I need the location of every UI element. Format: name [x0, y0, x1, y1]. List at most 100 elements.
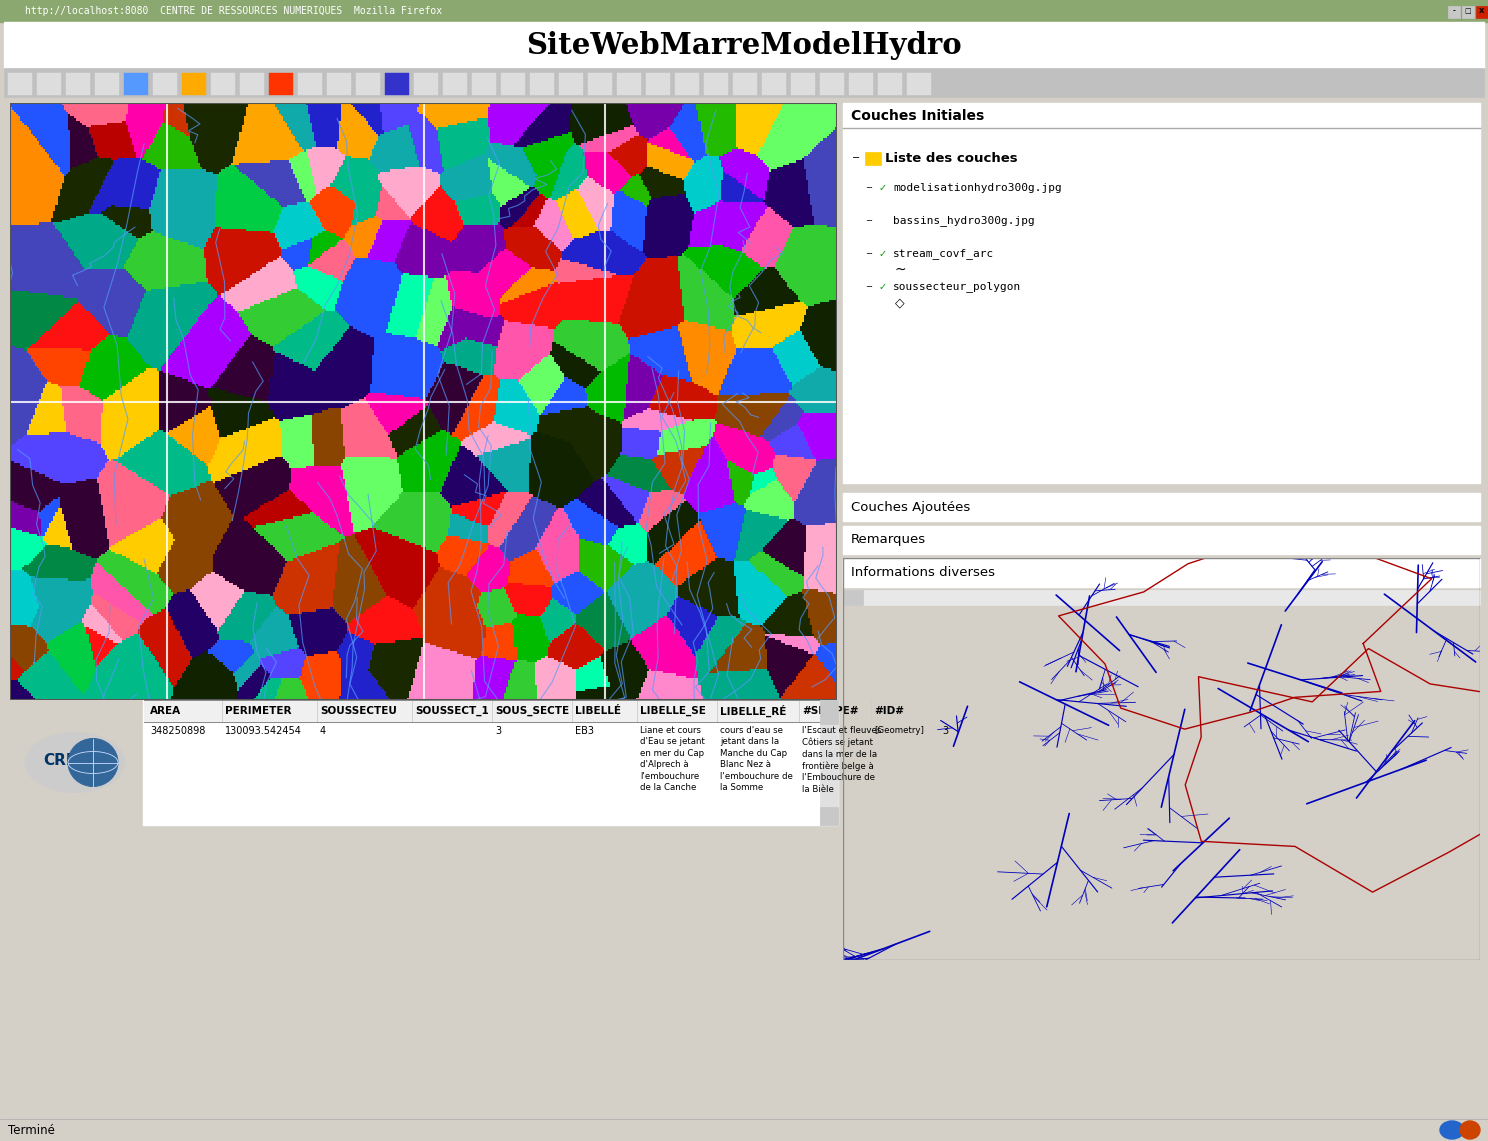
Bar [792, 73, 815, 95]
Bar [588, 73, 612, 95]
Text: #ID#: #ID# [873, 706, 905, 717]
Bar [844, 590, 863, 605]
Ellipse shape [25, 733, 125, 793]
Bar [385, 73, 409, 95]
Ellipse shape [68, 738, 118, 786]
Bar [4, 68, 1484, 98]
Text: SOUSSECTEU: SOUSSECTEU [320, 706, 397, 717]
Ellipse shape [1460, 1120, 1481, 1139]
Text: LIBELLE_SE: LIBELLE_SE [640, 706, 705, 717]
Bar [844, 526, 1481, 555]
Bar [820, 807, 838, 825]
Text: 3: 3 [496, 726, 501, 736]
Text: □: □ [1464, 8, 1472, 14]
Bar [7, 73, 33, 95]
Bar [4, 22, 1484, 68]
Bar [865, 283, 873, 292]
Text: Liste des couches: Liste des couches [885, 152, 1018, 164]
Text: Informations diverses: Informations diverses [851, 566, 995, 580]
Text: http://localhost:8080  CENTRE DE RESSOURCES NUMERIQUES  Mozilla Firefox: http://localhost:8080 CENTRE DE RESSOURC… [25, 6, 442, 16]
Bar [865, 250, 873, 259]
Text: 3: 3 [942, 726, 948, 736]
Text: SOUS_SECTE: SOUS_SECTE [496, 706, 568, 717]
Bar [153, 73, 177, 95]
Bar [240, 73, 263, 95]
Bar [850, 73, 873, 95]
Text: -: - [1452, 8, 1455, 14]
Text: Remarques: Remarques [851, 534, 926, 547]
Bar [0, 1119, 1488, 1141]
Text: 4: 4 [320, 726, 326, 736]
Bar [851, 154, 862, 164]
Text: bassins_hydro300g.jpg: bassins_hydro300g.jpg [893, 216, 1034, 226]
Text: PERIMETER: PERIMETER [225, 706, 292, 717]
Text: l'Escaut et fleuves
Côtiers se jetant
dans la mer de la
frontière belge à
l'Embo: l'Escaut et fleuves Côtiers se jetant da… [802, 726, 881, 794]
Bar [878, 249, 888, 260]
Bar [182, 73, 205, 95]
Bar [878, 73, 902, 95]
Bar [618, 73, 641, 95]
Text: ✓: ✓ [879, 249, 887, 259]
Text: modelisationhydro300g.jpg: modelisationhydro300g.jpg [893, 183, 1062, 193]
Bar [734, 73, 757, 95]
Text: ◇: ◇ [894, 297, 905, 309]
Bar [559, 73, 583, 95]
Text: 130093.542454: 130093.542454 [225, 726, 302, 736]
Bar [878, 216, 888, 227]
Text: Couches Ajoutées: Couches Ajoutées [851, 501, 970, 513]
Bar [820, 699, 838, 725]
Text: Liane et cours
d'Eau se jetant
en mer du Cap
d'Alprech à
l'embouchure
de la Canc: Liane et cours d'Eau se jetant en mer du… [640, 726, 705, 792]
Bar [443, 73, 467, 95]
Bar [37, 73, 61, 95]
Bar [676, 73, 699, 95]
Bar [1476, 6, 1488, 18]
Bar [908, 73, 931, 95]
Text: ⚡: ⚡ [869, 153, 876, 163]
Text: EB3: EB3 [574, 726, 594, 736]
Bar [865, 217, 873, 226]
Bar [1448, 6, 1460, 18]
Bar [472, 73, 496, 95]
Bar [844, 103, 1481, 483]
Bar [820, 699, 838, 825]
Bar [844, 493, 1481, 521]
Bar [501, 73, 525, 95]
Text: cours d'eau se
jetant dans la
Manche du Cap
Blanc Nez à
l'embouchure de
la Somme: cours d'eau se jetant dans la Manche du … [720, 726, 793, 792]
Ellipse shape [1440, 1120, 1464, 1139]
Text: X: X [1479, 8, 1485, 14]
Bar [143, 699, 838, 825]
Bar [865, 152, 881, 165]
Text: −: − [866, 217, 872, 226]
Bar [646, 73, 670, 95]
Text: SOUSSECT_1: SOUSSECT_1 [415, 706, 488, 717]
Bar [1463, 6, 1475, 18]
Text: −: − [866, 283, 872, 291]
Bar [530, 73, 554, 95]
Bar [820, 73, 844, 95]
Bar [65, 73, 89, 95]
Bar [844, 103, 1481, 128]
Bar [356, 73, 379, 95]
Bar [211, 73, 235, 95]
Bar [414, 73, 437, 95]
Text: [Geometry]: [Geometry] [873, 726, 924, 735]
Bar [844, 559, 1481, 586]
Text: soussecteur_polygon: soussecteur_polygon [893, 282, 1021, 292]
Bar [762, 73, 786, 95]
Text: LIBELLE_RÉ: LIBELLE_RÉ [720, 705, 786, 718]
Text: −: − [866, 250, 872, 259]
Bar [0, 0, 1488, 22]
Text: ✓: ✓ [879, 183, 887, 193]
Text: #SHAPE#: #SHAPE# [802, 706, 859, 717]
Text: 348250898: 348250898 [150, 726, 205, 736]
Bar [124, 73, 147, 95]
Text: ✓: ✓ [879, 282, 887, 292]
Bar [95, 73, 119, 95]
Bar [704, 73, 728, 95]
Bar [878, 282, 888, 293]
Text: Terminé: Terminé [7, 1124, 55, 1136]
Text: ~: ~ [894, 262, 906, 277]
Text: −: − [866, 184, 872, 193]
Bar [144, 699, 818, 722]
Text: LIBELLÉ: LIBELLÉ [574, 706, 620, 717]
